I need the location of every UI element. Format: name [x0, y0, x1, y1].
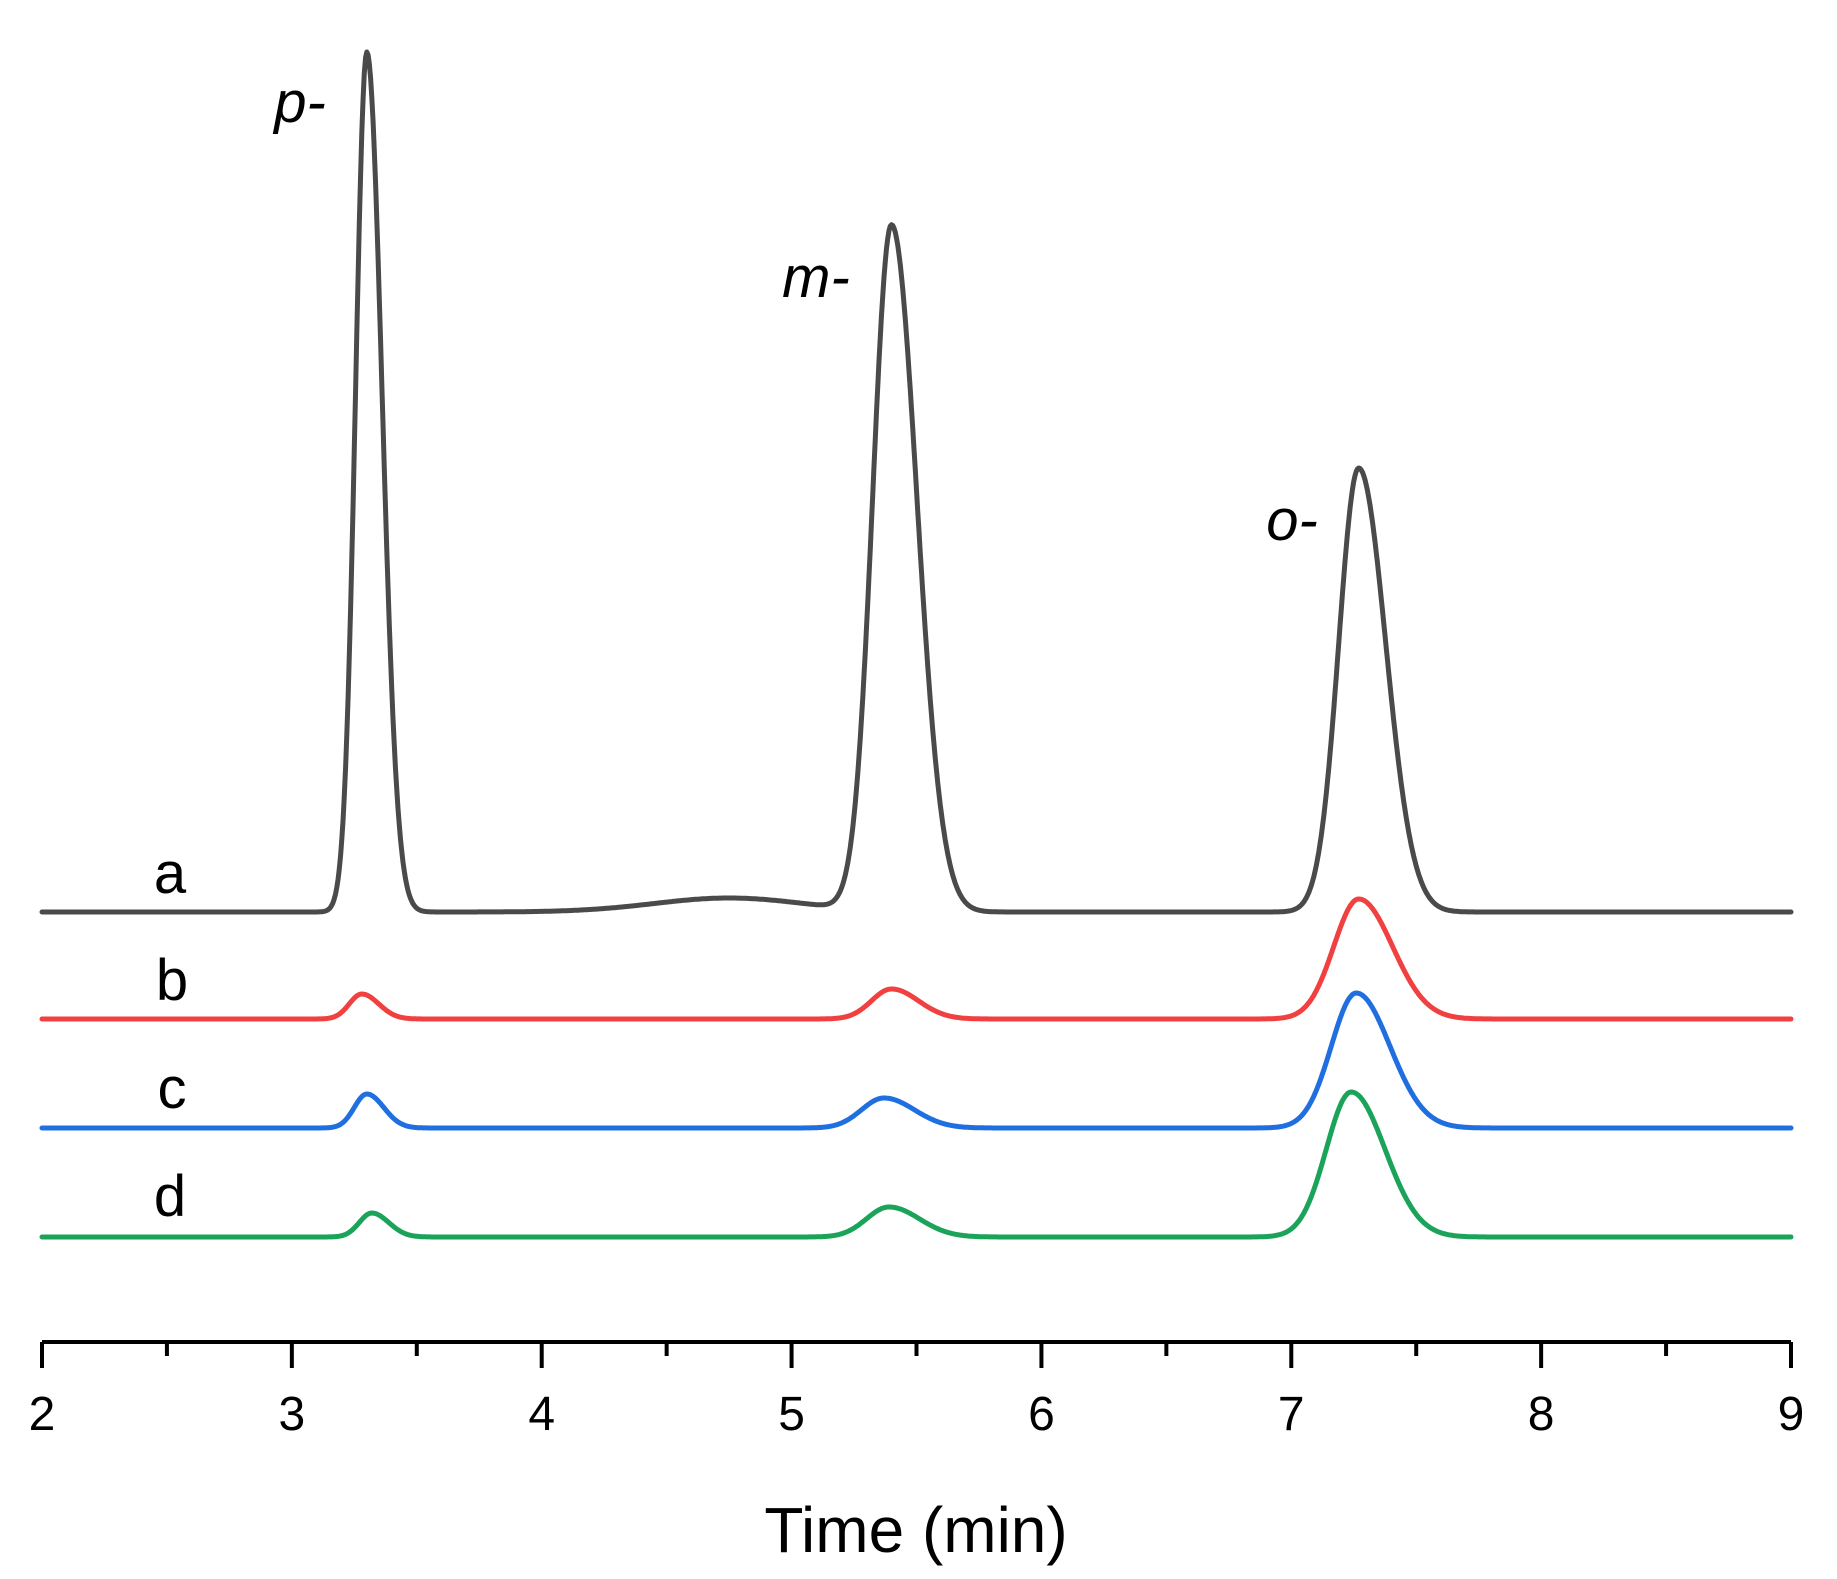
x-tick-label: 4: [528, 1388, 555, 1441]
trace-label-c: c: [158, 1056, 187, 1121]
trace-line-b: [39, 896, 1794, 1022]
x-tick-label: 7: [1278, 1388, 1305, 1441]
x-tick-label-group: 2 3 4 5 6 7 8 9: [29, 1388, 1805, 1441]
x-tick-label: 2: [29, 1388, 56, 1441]
trace-label-group: a b c d: [154, 841, 188, 1229]
trace-group: [39, 49, 1794, 1240]
peak-label-ortho: o-: [1266, 488, 1318, 553]
x-tick-label: 5: [778, 1388, 805, 1441]
x-tick-label: 3: [279, 1388, 306, 1441]
trace-label-d: d: [154, 1164, 186, 1229]
x-tick-group: [40, 1342, 1793, 1368]
x-axis-title: Time (min): [764, 1494, 1067, 1566]
peak-annotation-group: p- m- o-: [272, 70, 1318, 553]
trace-line-a: [39, 49, 1794, 915]
trace-line-d: [39, 1089, 1794, 1240]
x-axis: 2 3 4 5 6 7 8 9 Time (min): [29, 1340, 1805, 1566]
trace-label-b: b: [156, 948, 188, 1013]
x-tick-label: 6: [1028, 1388, 1055, 1441]
trace-line-c: [39, 990, 1794, 1131]
peak-label-para: p-: [272, 70, 326, 135]
x-tick-label: 8: [1528, 1388, 1555, 1441]
peak-label-meta: m-: [782, 245, 850, 310]
trace-label-a: a: [154, 841, 187, 906]
x-tick-label: 9: [1778, 1388, 1805, 1441]
